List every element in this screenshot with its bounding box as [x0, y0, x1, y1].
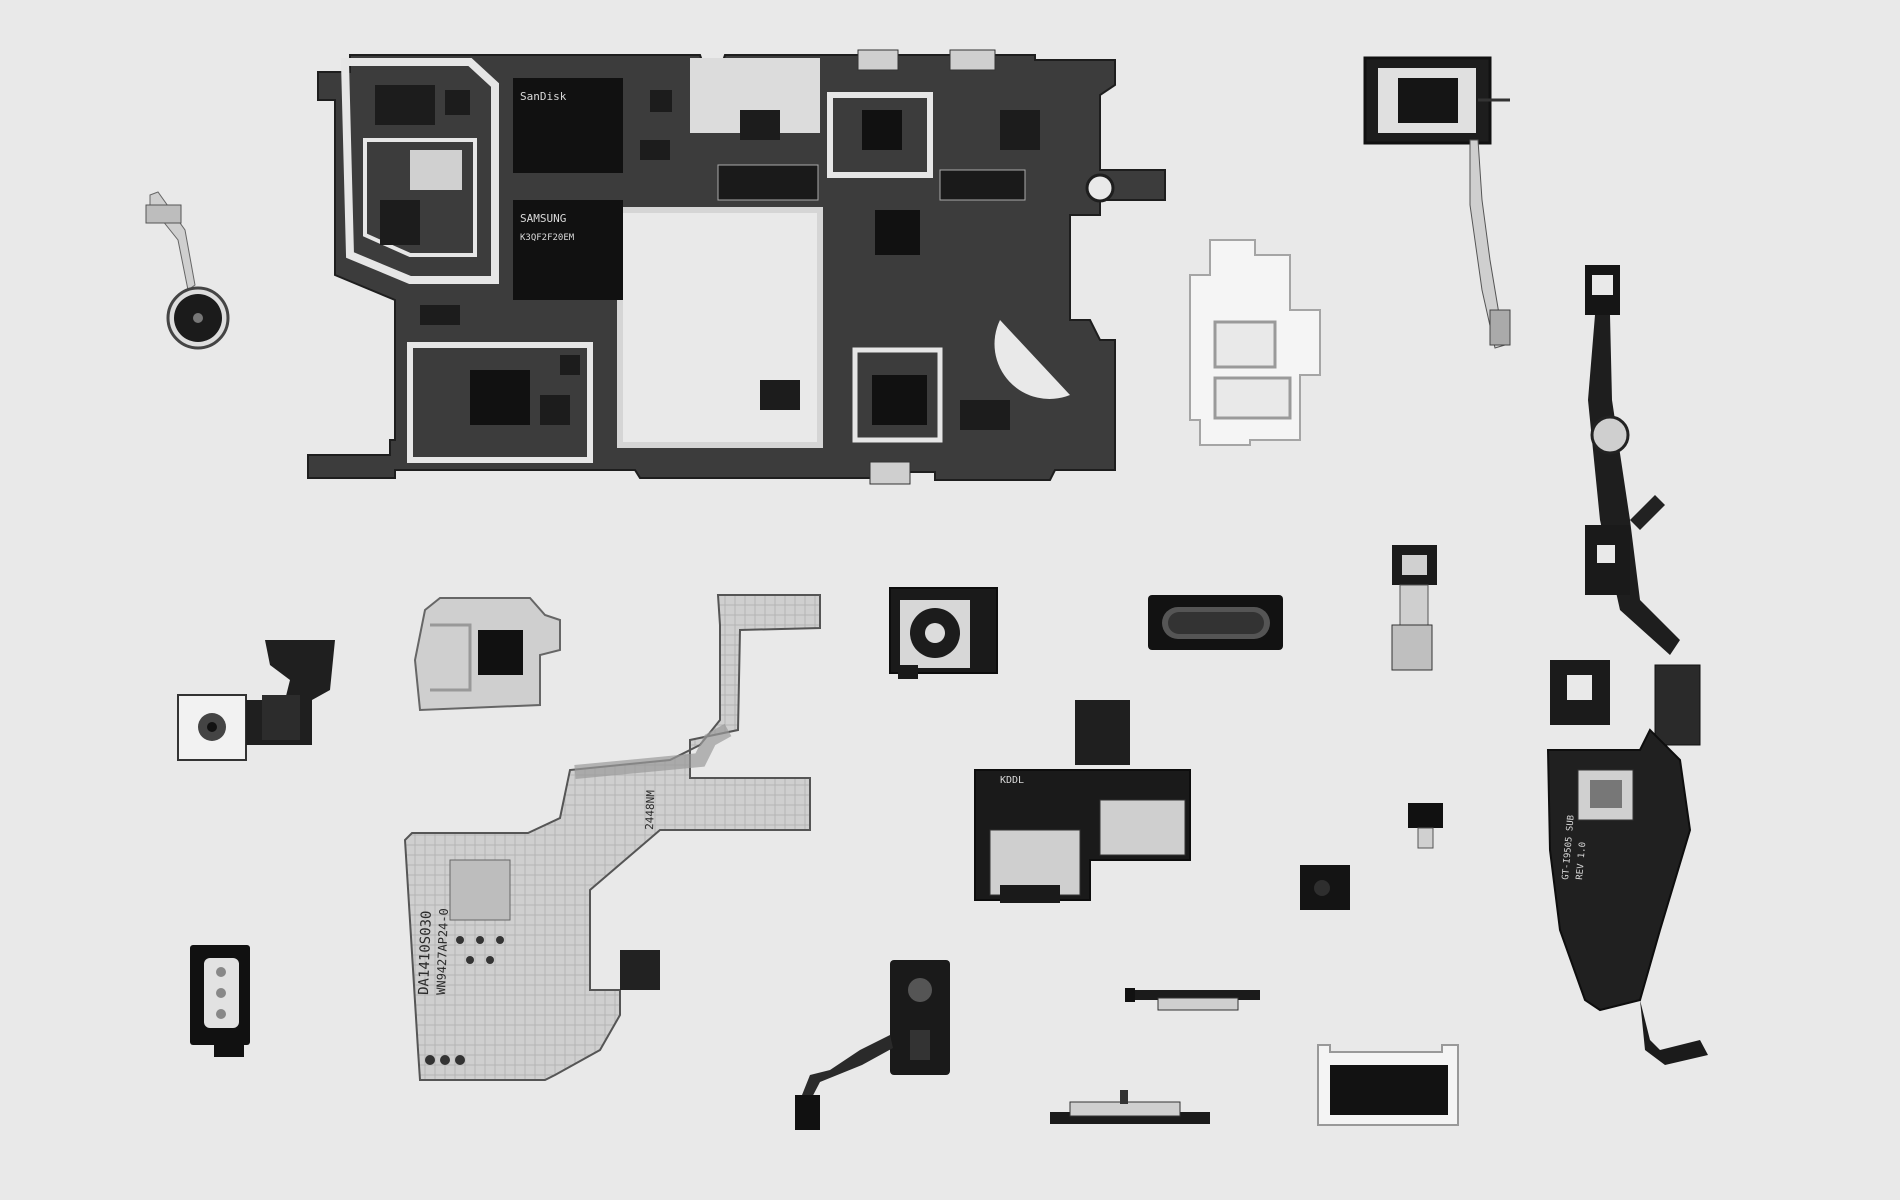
flex-cable-code: 2448NM	[643, 790, 657, 831]
sensor-flex-cable	[1585, 265, 1680, 655]
tiny-sensor-module	[1300, 865, 1350, 910]
power-button	[1050, 1090, 1210, 1124]
vibration-motor-flex	[145, 191, 230, 350]
home-button	[1148, 595, 1283, 650]
volume-button	[1125, 988, 1260, 1011]
headphone-jack	[795, 960, 950, 1130]
metal-shield-bracket	[1189, 239, 1321, 446]
earpiece-speaker	[1363, 56, 1511, 349]
main-logic-board: SanDisk SAMSUNG K3QF2F20EM	[307, 49, 1166, 485]
flex-board-code: DA1410S030	[416, 910, 435, 995]
chip-label-code: K3QF2F20EM	[520, 233, 575, 243]
front-camera-flex	[1391, 545, 1437, 671]
chip-label-sandisk: SanDisk	[520, 90, 567, 103]
loudspeaker	[190, 945, 250, 1057]
small-chip-board	[413, 597, 561, 712]
small-camera-part	[1408, 803, 1443, 849]
flex-board-code-2: WN9427AP24-0	[434, 908, 451, 995]
chip-label-samsung: SAMSUNG	[520, 212, 566, 225]
sim-card-board: KDDL	[974, 700, 1191, 903]
battery-connector-plate	[1317, 1044, 1459, 1126]
rear-camera-module	[177, 640, 335, 761]
main-flex-pcb: DA1410S030 WN9427AP24-0 2448NM	[403, 594, 821, 1081]
usb-sub-board: GT-I9505 SUB REV 1.0	[1546, 660, 1708, 1065]
sub-board-rev-text: REV 1.0	[1575, 842, 1588, 881]
camera-lens-bracket	[889, 587, 998, 679]
sim-board-label: KDDL	[1000, 775, 1024, 786]
